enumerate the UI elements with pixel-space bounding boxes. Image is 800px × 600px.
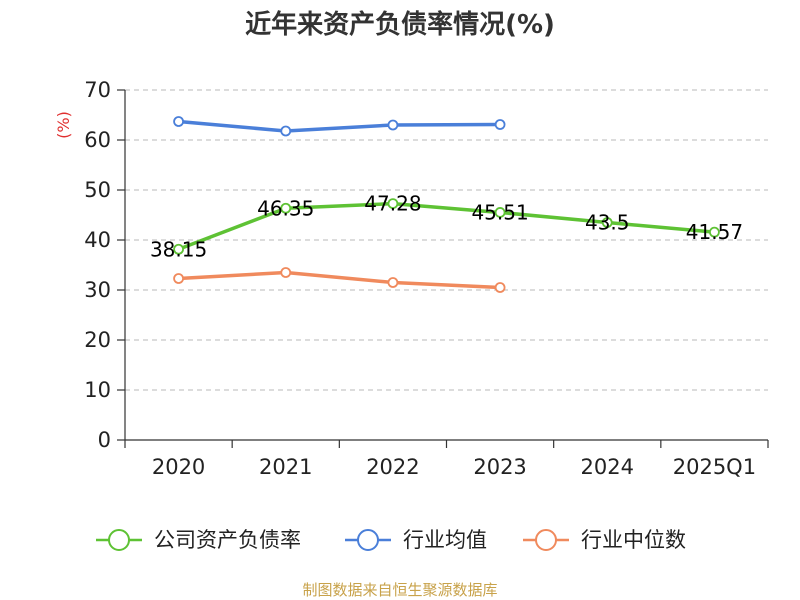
y-tick-label: 10: [84, 378, 111, 402]
y-tick-label: 50: [84, 178, 111, 202]
legend-item-2: 行业中位数: [523, 528, 686, 552]
data-point: [387, 277, 399, 288]
x-tick-label: 2023: [473, 455, 526, 479]
data-label: 47.28: [364, 192, 421, 216]
y-axis-unit: (%): [54, 111, 73, 139]
x-tick-label: 2025Q1: [673, 455, 756, 479]
data-point: [387, 198, 399, 210]
legend-item-1: 行业均值: [345, 528, 487, 552]
data-point: [280, 202, 292, 214]
data-point: [280, 267, 292, 278]
x-tick-label: 2021: [259, 455, 312, 479]
data-point: [173, 243, 184, 255]
data-point: [709, 226, 720, 238]
legend-label: 行业均值: [403, 528, 487, 552]
data-point: [387, 119, 399, 131]
y-tick-label: 60: [84, 128, 111, 152]
data-point: [173, 273, 184, 284]
data-point: [494, 207, 506, 218]
y-tick-label: 70: [84, 78, 111, 102]
y-tick-label: 40: [84, 228, 111, 252]
y-tick-label: 0: [98, 428, 111, 452]
data-label: 41.57: [686, 220, 743, 244]
legend-marker: [535, 529, 557, 551]
legend-marker: [357, 529, 379, 551]
series-line: [176, 119, 502, 133]
y-tick-label: 30: [84, 278, 111, 302]
chart-title: 近年来资产负债率情况(%): [245, 9, 555, 40]
data-label: 38.15: [150, 237, 207, 261]
source-note: 制图数据来自恒生聚源数据库: [302, 581, 497, 599]
data-label: 43.5: [585, 211, 630, 235]
data-point: [494, 282, 506, 293]
series-2: [173, 267, 506, 293]
data-point: [601, 217, 613, 228]
legend-label: 公司资产负债率: [154, 528, 301, 552]
x-tick-label: 2020: [152, 455, 205, 479]
data-point: [173, 116, 184, 127]
gridlines: [125, 89, 768, 391]
series-line: [176, 201, 717, 251]
x-tick-label: 2024: [581, 455, 634, 479]
legend-item-0: 公司资产负债率: [96, 528, 301, 552]
x-tick-label: 2022: [366, 455, 419, 479]
y-tick-label: 20: [84, 328, 111, 352]
legend: 公司资产负债率 行业均值 行业中位数: [96, 528, 686, 552]
data-label: 46.35: [257, 196, 314, 220]
legend-label: 行业中位数: [581, 528, 686, 552]
axes: 0 10 20 30 40 50 60 70 2020 2021 2022 2023 2024 2025Q…: [84, 78, 769, 479]
data-labels: 38.15 46.35 47.28 45.51 43.5 41.57: [150, 192, 743, 262]
data-label: 45.51: [471, 200, 528, 224]
legend-marker: [108, 529, 130, 551]
series-line: [176, 270, 502, 290]
data-point: [280, 125, 292, 137]
data-point: [494, 119, 506, 130]
series-0: [173, 198, 720, 255]
series-1: [173, 116, 506, 137]
series-layer: [173, 116, 720, 293]
